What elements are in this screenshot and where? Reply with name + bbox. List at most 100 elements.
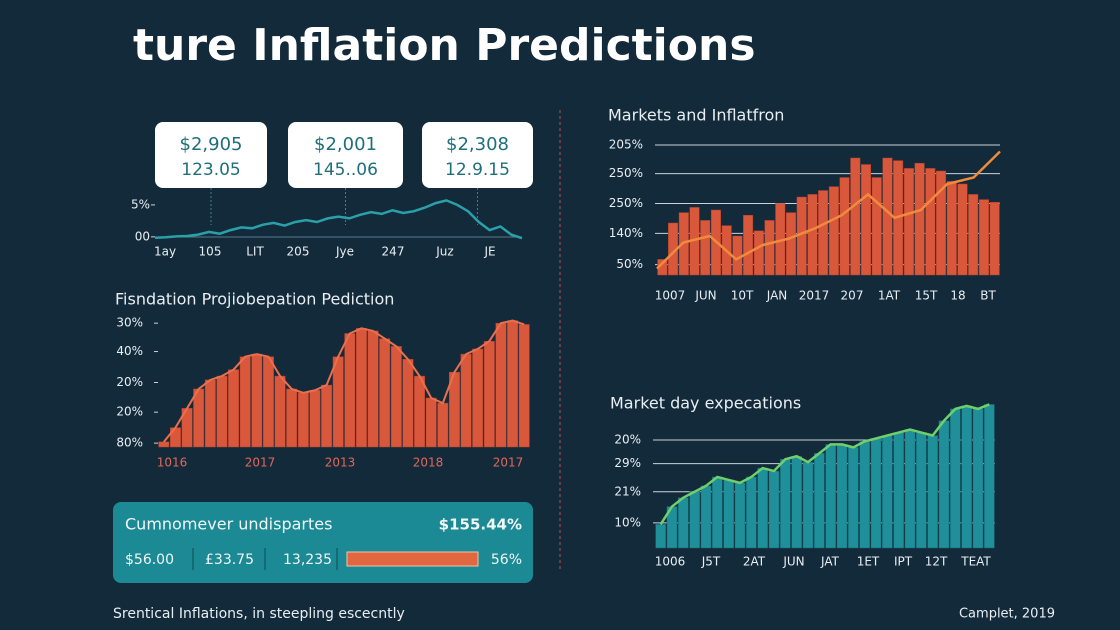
- bar: [893, 432, 904, 549]
- bar: [764, 220, 775, 276]
- bar: [239, 356, 251, 448]
- bar: [678, 497, 689, 549]
- y-tick-label: 10%: [614, 515, 641, 529]
- line: [154, 199, 523, 240]
- bar: [836, 444, 848, 549]
- bar: [193, 388, 205, 448]
- x-tick-label: 1007: [655, 289, 686, 303]
- bar: [216, 375, 228, 448]
- bar: [472, 348, 484, 448]
- footer-credit: Camplet, 2019: [959, 607, 1055, 622]
- bar: [848, 447, 859, 549]
- bar: [916, 432, 927, 549]
- y-tick-label: 21%: [614, 484, 641, 498]
- bar: [379, 338, 391, 448]
- x-tick-label: 2017: [493, 456, 524, 470]
- bar: [904, 429, 916, 549]
- bar: [700, 220, 711, 276]
- y-tick-label: 40%: [116, 344, 143, 358]
- bar: [158, 441, 170, 448]
- bar: [712, 476, 723, 549]
- trend-line: [659, 403, 990, 525]
- x-tick-label: Juz: [435, 245, 453, 259]
- x-tick-label: 1006: [655, 555, 686, 569]
- bar: [689, 491, 700, 549]
- bar: [309, 389, 321, 448]
- x-tick-label: 12T: [925, 555, 948, 569]
- bar: [785, 212, 796, 276]
- y-tick-label: 205%: [609, 138, 643, 152]
- bar: [791, 455, 802, 549]
- panel-total: $155.44%: [439, 516, 522, 534]
- bar: [286, 388, 298, 448]
- bar: [262, 356, 274, 448]
- trend-line: [656, 150, 1001, 270]
- x-tick-label: 1ay: [154, 245, 176, 259]
- bar: [850, 157, 861, 276]
- kpi-sub: 123.05: [181, 160, 240, 180]
- x-tick-label: J5T: [701, 555, 721, 569]
- y-tick-label: 20%: [116, 375, 143, 389]
- bar: [228, 369, 240, 448]
- bar: [825, 444, 836, 549]
- bar: [882, 435, 893, 549]
- x-tick-label: 18: [950, 289, 965, 303]
- bar: [495, 322, 507, 448]
- outline: [163, 319, 525, 443]
- x-tick-label: JUN: [694, 289, 716, 303]
- x-tick-label: 247: [382, 245, 405, 259]
- x-tick-label: 1AT: [878, 289, 901, 303]
- bar: [938, 420, 950, 549]
- x-tick-label: Jye: [335, 245, 354, 259]
- x-tick-label: 10T: [731, 289, 754, 303]
- bar: [402, 359, 414, 448]
- bar: [723, 479, 734, 549]
- bar: [882, 157, 893, 276]
- bar: [518, 324, 530, 448]
- bar: [700, 485, 712, 549]
- bar: [814, 453, 825, 549]
- bar: [507, 320, 519, 448]
- bar: [946, 181, 957, 276]
- y-tick-label: 250%: [609, 196, 643, 210]
- x-tick-label: BT: [980, 289, 996, 303]
- bar: [978, 199, 989, 276]
- y-tick-label: 140%: [609, 226, 643, 240]
- panel-percent: 56%: [491, 552, 522, 568]
- y-tick-label: 20%: [614, 432, 641, 446]
- y-tick-label: 50%: [616, 257, 643, 271]
- page-title: ture Inflation Predictions: [133, 20, 756, 71]
- x-tick-label: 105: [199, 245, 222, 259]
- x-tick-label: 15T: [915, 289, 938, 303]
- kpi-value: $2,905: [180, 134, 243, 155]
- bar: [204, 379, 216, 448]
- x-tick-label: 2017: [245, 456, 276, 470]
- y-tick-label: 5%: [131, 197, 150, 211]
- bar: [757, 467, 768, 549]
- bar: [437, 402, 449, 448]
- x-tick-label: 2AT: [743, 555, 766, 569]
- x-tick-label: 205: [287, 245, 310, 259]
- bar: [870, 438, 882, 549]
- x-tick-label: 1ET: [857, 555, 880, 569]
- bar: [768, 470, 780, 549]
- bar: [483, 340, 495, 448]
- kpi-value: $2,308: [446, 134, 509, 155]
- y-tick-label: 80%: [116, 436, 143, 450]
- x-tick-label: JAT: [820, 555, 840, 569]
- bar: [753, 230, 764, 276]
- bar: [732, 235, 743, 276]
- bar: [950, 408, 961, 549]
- panel-heading: Cumnomever undispartes: [125, 515, 332, 534]
- bar: [925, 168, 936, 276]
- bar: [344, 333, 356, 448]
- panel-item: $56.00: [125, 552, 174, 568]
- bar: [914, 162, 925, 276]
- bar: [655, 524, 666, 549]
- progress-bar: [346, 551, 479, 567]
- bar: [390, 346, 402, 448]
- bar: [957, 183, 968, 276]
- bar: [251, 353, 263, 448]
- bar: [903, 168, 914, 276]
